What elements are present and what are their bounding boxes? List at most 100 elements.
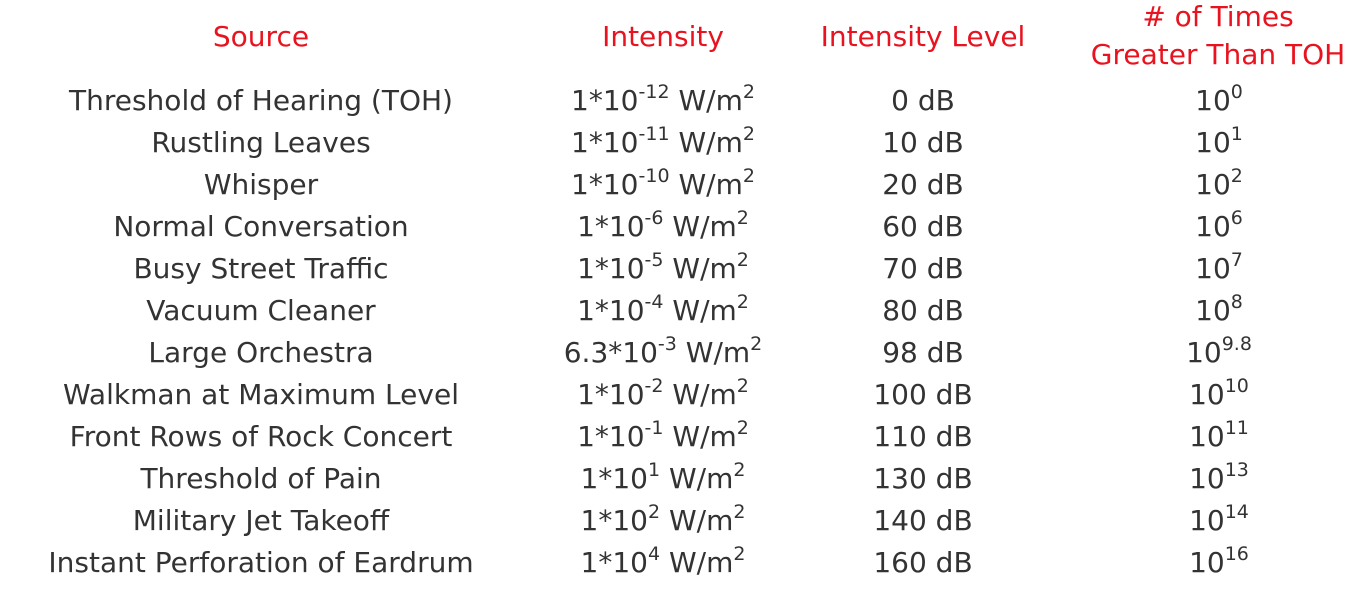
source-text: Large Orchestra [148, 336, 374, 369]
intensity-level-text: 130 dB [873, 462, 973, 495]
intensity-unit-exponent: 2 [736, 207, 749, 229]
header-source: Source [0, 18, 522, 56]
times-base: 10 [1189, 462, 1225, 495]
times-exponent: 7 [1230, 249, 1243, 271]
intensity-level-cell: 98 dB [800, 332, 1046, 374]
header-intensity: Intensity [560, 18, 766, 56]
intensity-mantissa: 1*10 [571, 126, 639, 159]
times-base: 10 [1195, 126, 1231, 159]
source-text: Normal Conversation [113, 210, 409, 243]
source-text: Threshold of Hearing (TOH) [69, 84, 453, 117]
source-cell: Rustling Leaves [0, 122, 522, 164]
intensity-unit: W/m [669, 84, 743, 117]
intensity-level-cell: 0 dB [800, 80, 1046, 122]
intensity-exponent: 2 [647, 501, 661, 523]
intensity-cell: 1*10-1 W/m2 [540, 416, 786, 458]
times-exponent: 8 [1230, 291, 1243, 313]
intensity-level-cell: 160 dB [800, 542, 1046, 584]
times-greater-cell: 109.8 [1096, 332, 1342, 374]
times-exponent: 13 [1224, 459, 1249, 481]
intensity-exponent: 4 [647, 543, 661, 565]
table-row: Front Rows of Rock Concert 1*10-1 W/m2 1… [0, 416, 1358, 458]
intensity-unit-exponent: 2 [736, 249, 749, 271]
intensity-level-cell: 60 dB [800, 206, 1046, 248]
times-base: 10 [1195, 294, 1231, 327]
source-cell: Instant Perforation of Eardrum [0, 542, 522, 584]
intensity-mantissa: 1*10 [580, 504, 648, 537]
source-cell: Walkman at Maximum Level [0, 374, 522, 416]
intensity-exponent: -3 [657, 333, 677, 355]
table-row: Walkman at Maximum Level 1*10-2 W/m2 100… [0, 374, 1358, 416]
intensity-exponent: -12 [638, 81, 670, 103]
times-base: 10 [1189, 420, 1225, 453]
times-greater-cell: 102 [1096, 164, 1342, 206]
times-greater-cell: 107 [1096, 248, 1342, 290]
intensity-unit: W/m [660, 546, 734, 579]
times-exponent: 10 [1224, 375, 1249, 397]
intensity-unit: W/m [663, 294, 737, 327]
intensity-unit-exponent: 2 [736, 291, 749, 313]
intensity-level-cell: 70 dB [800, 248, 1046, 290]
table-row: Large Orchestra 6.3*10-3 W/m2 98 dB 109.… [0, 332, 1358, 374]
times-base: 10 [1186, 336, 1222, 369]
times-exponent: 9.8 [1221, 333, 1252, 355]
intensity-cell: 1*10-11 W/m2 [540, 122, 786, 164]
intensity-exponent: -1 [644, 417, 664, 439]
times-greater-cell: 108 [1096, 290, 1342, 332]
intensity-unit: W/m [660, 504, 734, 537]
source-cell: Front Rows of Rock Concert [0, 416, 522, 458]
intensity-unit-exponent: 2 [736, 417, 749, 439]
intensity-level-text: 20 dB [882, 168, 964, 201]
intensity-cell: 1*101 W/m2 [540, 458, 786, 500]
source-cell: Large Orchestra [0, 332, 522, 374]
table-row: Vacuum Cleaner 1*10-4 W/m2 80 dB 108 [0, 290, 1358, 332]
intensity-exponent: -2 [644, 375, 664, 397]
source-text: Threshold of Pain [140, 462, 382, 495]
table-row: Whisper 1*10-10 W/m2 20 dB 102 [0, 164, 1358, 206]
times-exponent: 14 [1224, 501, 1249, 523]
intensity-unit-exponent: 2 [742, 165, 755, 187]
intensity-level-cell: 130 dB [800, 458, 1046, 500]
header-times-line1: # of Times [1142, 0, 1294, 33]
intensity-level-text: 0 dB [891, 84, 955, 117]
intensity-unit: W/m [660, 462, 734, 495]
intensity-cell: 1*104 W/m2 [540, 542, 786, 584]
header-times-line2: Greater Than TOH [1090, 38, 1346, 71]
source-cell: Whisper [0, 164, 522, 206]
header-intensity-level: Intensity Level [800, 18, 1046, 56]
intensity-unit-exponent: 2 [742, 123, 755, 145]
intensity-mantissa: 1*10 [571, 168, 639, 201]
intensity-unit-exponent: 2 [733, 543, 746, 565]
intensity-level-cell: 110 dB [800, 416, 1046, 458]
table-row: Instant Perforation of Eardrum 1*104 W/m… [0, 542, 1358, 584]
intensity-cell: 1*102 W/m2 [540, 500, 786, 542]
intensity-unit-exponent: 2 [733, 501, 746, 523]
intensity-unit: W/m [663, 378, 737, 411]
intensity-exponent: -4 [644, 291, 664, 313]
source-cell: Busy Street Traffic [0, 248, 522, 290]
times-base: 10 [1195, 252, 1231, 285]
times-greater-cell: 106 [1096, 206, 1342, 248]
intensity-cell: 6.3*10-3 W/m2 [540, 332, 786, 374]
intensity-unit-exponent: 2 [736, 375, 749, 397]
table-body: Threshold of Hearing (TOH) 1*10-12 W/m2 … [0, 80, 1358, 584]
intensity-cell: 1*10-12 W/m2 [540, 80, 786, 122]
intensity-mantissa: 1*10 [580, 546, 648, 579]
table-header-row: Source Intensity Intensity Level # of Ti… [0, 0, 1358, 82]
times-base: 10 [1195, 168, 1231, 201]
intensity-cell: 1*10-6 W/m2 [540, 206, 786, 248]
intensity-exponent: -10 [638, 165, 670, 187]
source-cell: Threshold of Hearing (TOH) [0, 80, 522, 122]
times-exponent: 16 [1224, 543, 1249, 565]
times-base: 10 [1195, 210, 1231, 243]
intensity-level-text: 60 dB [882, 210, 964, 243]
table-row: Threshold of Pain 1*101 W/m2 130 dB 1013 [0, 458, 1358, 500]
header-intensity-label: Intensity [602, 20, 724, 53]
intensity-cell: 1*10-5 W/m2 [540, 248, 786, 290]
times-exponent: 6 [1230, 207, 1243, 229]
table-row: Rustling Leaves 1*10-11 W/m2 10 dB 101 [0, 122, 1358, 164]
intensity-mantissa: 1*10 [571, 84, 639, 117]
times-base: 10 [1189, 546, 1225, 579]
intensity-level-text: 70 dB [882, 252, 964, 285]
intensity-unit: W/m [676, 336, 751, 369]
